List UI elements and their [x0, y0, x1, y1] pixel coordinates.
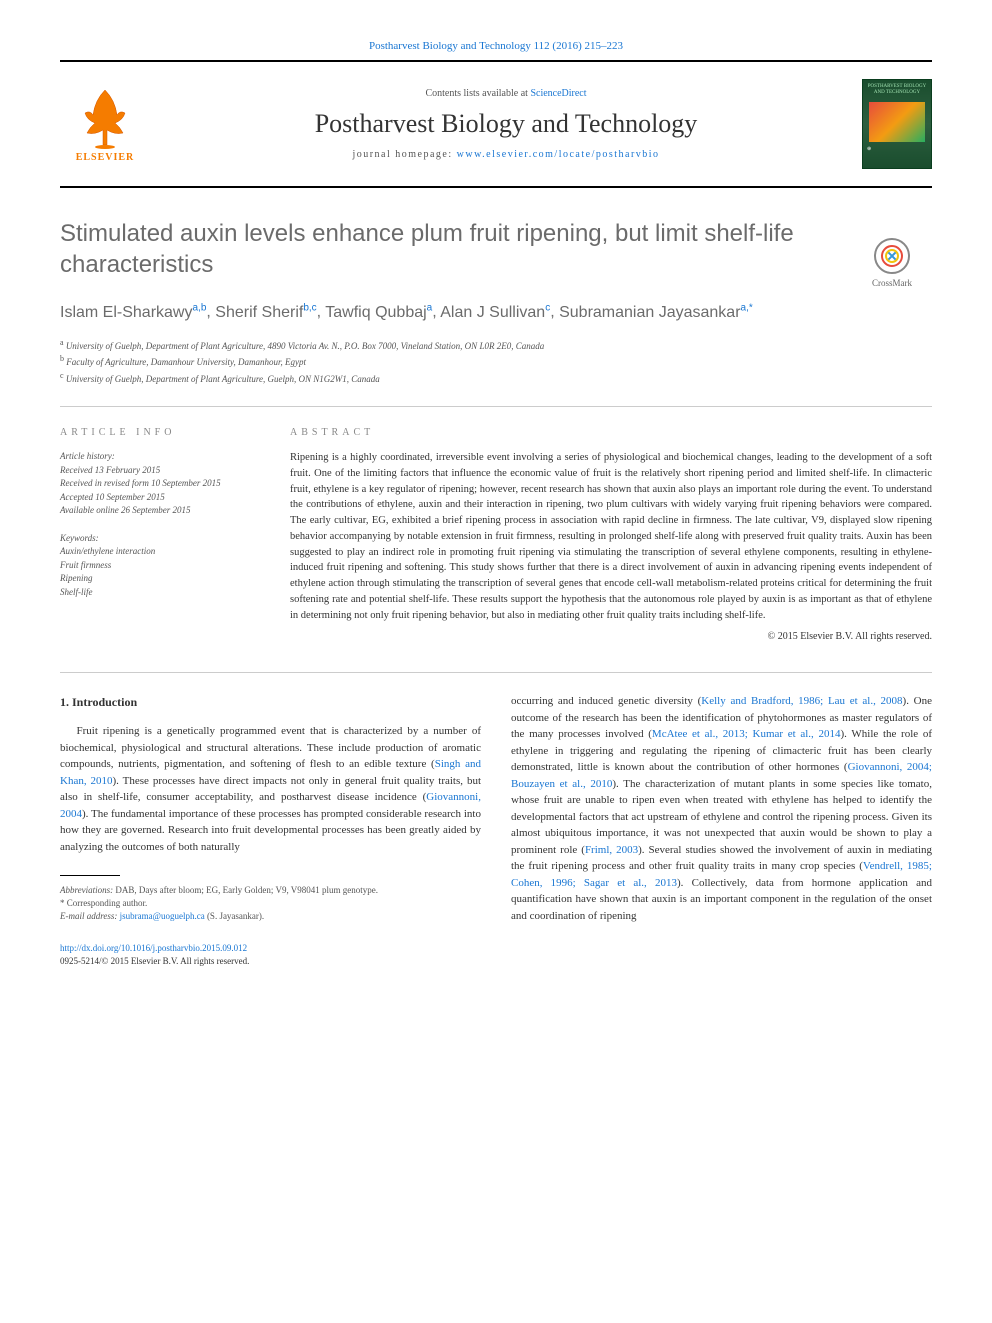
contents-prefix: Contents lists available at — [425, 88, 530, 99]
author-sup: c — [545, 302, 550, 313]
article-info: ARTICLE INFO Article history: Received 1… — [60, 427, 260, 642]
keyword: Shelf-life — [60, 586, 260, 600]
text-fragment: ). The fundamental importance of these p… — [60, 808, 481, 853]
text-fragment: Fruit ripening is a genetically programm… — [60, 725, 481, 770]
history-title: Article history: — [60, 450, 260, 464]
citation-header: Postharvest Biology and Technology 112 (… — [60, 40, 932, 52]
affiliation: c University of Guelph, Department of Pl… — [60, 370, 932, 387]
issn-line: 0925-5214/© 2015 Elsevier B.V. All right… — [60, 955, 481, 968]
author: Subramanian Jayasankara,* — [559, 304, 753, 321]
elsevier-logo: ELSEVIER — [60, 74, 150, 174]
homepage-line: journal homepage: www.elsevier.com/locat… — [150, 149, 862, 160]
history-line: Received in revised form 10 September 20… — [60, 477, 260, 491]
elsevier-tree-icon — [75, 85, 135, 150]
section-divider — [60, 672, 932, 673]
author-sup: a — [427, 302, 433, 313]
right-column: occurring and induced genetic diversity … — [511, 693, 932, 967]
intro-paragraph-2: occurring and induced genetic diversity … — [511, 693, 932, 924]
text-fragment: occurring and induced genetic diversity … — [511, 695, 701, 707]
text-fragment: ). These processes have direct impacts n… — [60, 775, 481, 804]
article-title: Stimulated auxin levels enhance plum fru… — [60, 218, 932, 280]
footnotes: Abbreviations: DAB, Days after bloom; EG… — [60, 884, 481, 922]
journal-cover: POSTHARVEST BIOLOGY AND TECHNOLOGY ⊕ — [862, 79, 932, 169]
crossmark-label: CrossMark — [852, 278, 932, 288]
abbrev-label: Abbreviations: — [60, 885, 113, 895]
meta-section: ARTICLE INFO Article history: Received 1… — [60, 406, 932, 642]
ref-link[interactable]: Friml, 2003 — [585, 844, 638, 856]
cover-logo: ⊕ — [863, 144, 931, 154]
cover-title: POSTHARVEST BIOLOGY AND TECHNOLOGY — [863, 80, 931, 100]
journal-header: ELSEVIER Contents lists available at Sci… — [60, 60, 932, 188]
info-label: ARTICLE INFO — [60, 427, 260, 438]
keyword: Fruit firmness — [60, 559, 260, 573]
author-sup: a,b — [192, 302, 206, 313]
abbrev-text: DAB, Days after bloom; EG, Early Golden;… — [113, 885, 378, 895]
keywords-title: Keywords: — [60, 532, 260, 546]
elsevier-label: ELSEVIER — [76, 152, 135, 163]
author-sup: a,* — [741, 302, 753, 313]
article-history: Article history: Received 13 February 20… — [60, 450, 260, 518]
crossmark-badge[interactable]: CrossMark — [852, 238, 932, 288]
journal-name: Postharvest Biology and Technology — [150, 109, 862, 139]
abbreviations: Abbreviations: DAB, Days after bloom; EG… — [60, 884, 481, 897]
email-suffix: (S. Jayasankar). — [205, 911, 264, 921]
abstract-label: ABSTRACT — [290, 427, 932, 438]
homepage-prefix: journal homepage: — [352, 149, 456, 160]
abstract-section: ABSTRACT Ripening is a highly coordinate… — [290, 427, 932, 642]
history-line: Accepted 10 September 2015 — [60, 491, 260, 505]
contents-line: Contents lists available at ScienceDirec… — [150, 88, 862, 99]
doi-link[interactable]: http://dx.doi.org/10.1016/j.postharvbio.… — [60, 943, 247, 953]
keyword: Ripening — [60, 572, 260, 586]
intro-heading: 1. Introduction — [60, 693, 481, 711]
left-column: 1. Introduction Fruit ripening is a gene… — [60, 693, 481, 967]
keyword: Auxin/ethylene interaction — [60, 545, 260, 559]
abstract-text: Ripening is a highly coordinated, irreve… — [290, 450, 932, 623]
history-line: Available online 26 September 2015 — [60, 504, 260, 518]
footnote-separator — [60, 875, 120, 876]
email-line: E-mail address: jsubrama@uoguelph.ca (S.… — [60, 910, 481, 923]
keywords: Keywords: Auxin/ethylene interactionFrui… — [60, 532, 260, 600]
authors-list: Islam El-Sharkawya,b, Sherif Sherifb,c, … — [60, 300, 932, 324]
cover-image — [869, 102, 925, 142]
email-link[interactable]: jsubrama@uoguelph.ca — [120, 911, 205, 921]
header-center: Contents lists available at ScienceDirec… — [150, 88, 862, 160]
crossmark-icon — [874, 238, 910, 274]
citation-link[interactable]: Postharvest Biology and Technology 112 (… — [369, 40, 623, 52]
intro-paragraph-1: Fruit ripening is a genetically programm… — [60, 723, 481, 855]
email-label: E-mail address: — [60, 911, 120, 921]
sciencedirect-link[interactable]: ScienceDirect — [530, 88, 586, 99]
author-sup: b,c — [303, 302, 316, 313]
corresponding-author: * Corresponding author. — [60, 897, 481, 910]
author: Islam El-Sharkawya,b — [60, 304, 206, 321]
affiliations: a University of Guelph, Department of Pl… — [60, 337, 932, 387]
homepage-link[interactable]: www.elsevier.com/locate/postharvbio — [457, 149, 660, 160]
copyright: © 2015 Elsevier B.V. All rights reserved… — [290, 631, 932, 642]
affiliation: b Faculty of Agriculture, Damanhour Univ… — [60, 353, 932, 370]
ref-link[interactable]: Kelly and Bradford, 1986; Lau et al., 20… — [701, 695, 902, 707]
doi-block: http://dx.doi.org/10.1016/j.postharvbio.… — [60, 942, 481, 967]
author: Sherif Sherifb,c — [215, 304, 316, 321]
author: Tawfiq Qubbaja — [325, 304, 432, 321]
history-line: Received 13 February 2015 — [60, 464, 260, 478]
author: Alan J Sullivanc — [440, 304, 550, 321]
affiliation: a University of Guelph, Department of Pl… — [60, 337, 932, 354]
body-columns: 1. Introduction Fruit ripening is a gene… — [60, 693, 932, 967]
ref-link[interactable]: McAtee et al., 2013; Kumar et al., 2014 — [652, 728, 841, 740]
